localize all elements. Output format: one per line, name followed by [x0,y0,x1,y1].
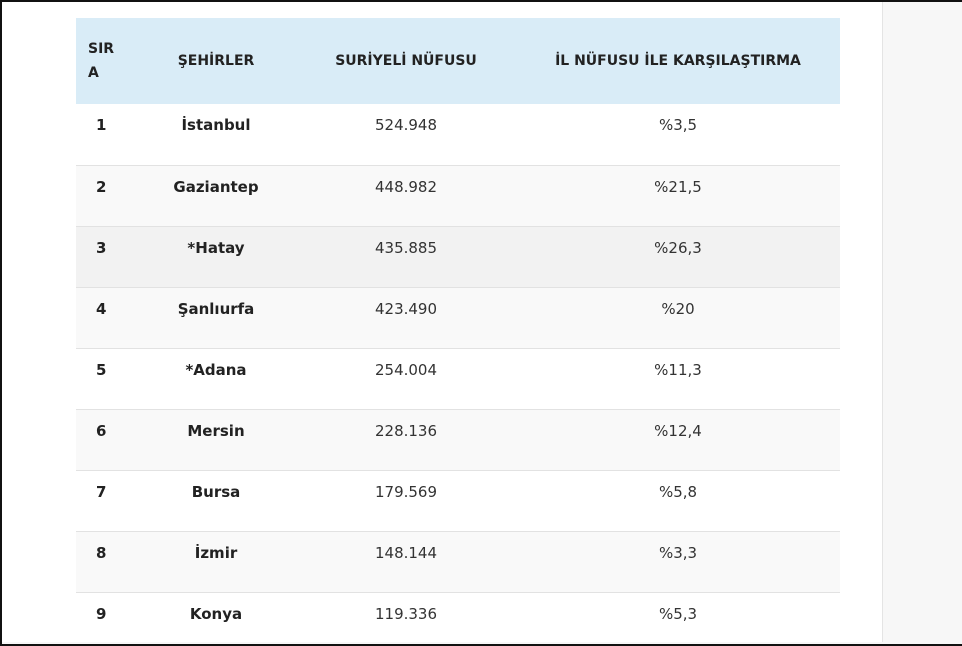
table-header-row: SIRA ŞEHİRLER SURİYELİ NÜFUSU İL NÜFUSU … [76,18,840,104]
cell-rank: 8 [76,531,136,593]
cell-rank: 4 [76,287,136,349]
header-city: ŞEHİRLER [136,18,296,104]
cell-population: 119.336 [296,592,516,642]
cell-city: *Hatay [136,226,296,288]
cell-population: 524.948 [296,104,516,166]
cell-population: 179.569 [296,470,516,532]
cell-city: *Adana [136,348,296,410]
right-gutter [883,2,962,642]
cell-population: 228.136 [296,409,516,471]
table-row: 3 *Hatay 435.885 %26,3 [76,226,840,288]
header-comparison: İL NÜFUSU İLE KARŞILAŞTIRMA [516,18,840,104]
cell-population: 423.490 [296,287,516,349]
table-row: 6 Mersin 228.136 %12,4 [76,409,840,471]
table-row: 2 Gaziantep 448.982 %21,5 [76,165,840,227]
cell-city: Şanlıurfa [136,287,296,349]
cell-rank: 7 [76,470,136,532]
cell-rank: 9 [76,592,136,642]
cell-population: 435.885 [296,226,516,288]
cell-city: Konya [136,592,296,642]
table-row: 4 Şanlıurfa 423.490 %20 [76,287,840,349]
cell-comparison: %11,3 [516,348,840,410]
cell-comparison: %5,8 [516,470,840,532]
cell-population: 448.982 [296,165,516,227]
cell-comparison: %3,3 [516,531,840,593]
cell-population: 254.004 [296,348,516,410]
cell-comparison: %20 [516,287,840,349]
cell-city: Gaziantep [136,165,296,227]
table-row: 7 Bursa 179.569 %5,8 [76,470,840,532]
cell-population: 148.144 [296,531,516,593]
article-content: SIRA ŞEHİRLER SURİYELİ NÜFUSU İL NÜFUSU … [2,2,883,642]
table-row: 9 Konya 119.336 %5,3 [76,592,840,642]
cell-comparison: %21,5 [516,165,840,227]
table-row: 5 *Adana 254.004 %11,3 [76,348,840,410]
cell-rank: 1 [76,104,136,166]
table-row: 8 İzmir 148.144 %3,3 [76,531,840,593]
cell-rank: 3 [76,226,136,288]
cell-city: İstanbul [136,104,296,166]
cell-rank: 6 [76,409,136,471]
cell-comparison: %3,5 [516,104,840,166]
cell-comparison: %26,3 [516,226,840,288]
header-population: SURİYELİ NÜFUSU [296,18,516,104]
header-rank: SIRA [76,18,136,104]
cell-rank: 5 [76,348,136,410]
cell-city: İzmir [136,531,296,593]
cell-comparison: %5,3 [516,592,840,642]
cell-comparison: %12,4 [516,409,840,471]
syrian-population-table: SIRA ŞEHİRLER SURİYELİ NÜFUSU İL NÜFUSU … [76,18,840,642]
cell-city: Mersin [136,409,296,471]
cell-rank: 2 [76,165,136,227]
cell-city: Bursa [136,470,296,532]
table-row: 1 İstanbul 524.948 %3,5 [76,104,840,166]
